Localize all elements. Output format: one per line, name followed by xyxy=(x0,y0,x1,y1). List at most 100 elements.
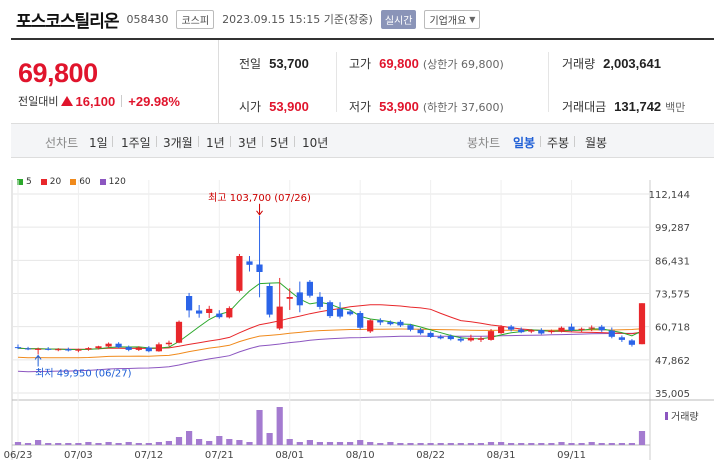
legend-swatch xyxy=(99,179,106,185)
candle-body xyxy=(447,336,454,340)
candle-body xyxy=(457,338,464,341)
candle-body xyxy=(578,328,585,330)
line-chart-label[interactable]: 선차트 xyxy=(45,136,79,150)
period-3m[interactable]: 3개월 xyxy=(163,136,193,150)
candle-body xyxy=(347,311,354,315)
company-info-dropdown[interactable]: 기업개요 ▼ xyxy=(424,9,481,29)
chart-legend: 5 20 60 120 xyxy=(17,177,126,187)
candle-body xyxy=(115,343,122,348)
volume-bar xyxy=(24,443,32,445)
ma120-line xyxy=(17,332,643,373)
candle-body xyxy=(508,326,515,330)
volume-bar xyxy=(45,443,52,445)
candle-weekly[interactable]: 주봉 xyxy=(547,136,570,150)
candle-body xyxy=(256,264,263,272)
chevron-down-icon: ▼ xyxy=(469,14,476,24)
stock-header: 포스코스틸리온 058430 코스피 2023.09.15 15:15 기준(장… xyxy=(16,6,481,32)
y-tick-label: 60,718 xyxy=(655,323,690,334)
high-price: 고가 69,800 (상한가 69,800) xyxy=(349,56,504,71)
legend-ma60: 60 xyxy=(70,177,91,187)
candle-body xyxy=(306,281,313,296)
candle-body xyxy=(155,344,162,352)
volume: 거래량 2,003,641 xyxy=(562,56,661,71)
volume-bar xyxy=(638,431,646,445)
candle-body xyxy=(326,302,334,317)
candle-body xyxy=(246,261,253,265)
period-1y[interactable]: 1년 xyxy=(206,136,225,150)
period-10y[interactable]: 10년 xyxy=(302,136,329,150)
candle-body xyxy=(558,327,565,332)
divider xyxy=(540,136,541,147)
candle-monthly[interactable]: 월봉 xyxy=(585,136,608,150)
volume-bar xyxy=(377,443,384,445)
volume-bar xyxy=(186,431,193,445)
candle-body xyxy=(598,326,605,331)
period-3y[interactable]: 3년 xyxy=(238,136,257,150)
y-tick-label: 99,287 xyxy=(655,223,690,234)
high-annotation: 최고 103,700 (07/26) xyxy=(208,192,311,204)
down-arrow-icon xyxy=(256,210,263,216)
candle-body xyxy=(276,306,283,329)
candle-body xyxy=(367,320,374,332)
x-tick-label: 07/12 xyxy=(134,450,163,461)
candle-body xyxy=(226,308,233,318)
candle-daily[interactable]: 일봉 xyxy=(513,136,536,150)
realtime-button[interactable]: 실시간 xyxy=(380,9,417,29)
divider xyxy=(574,136,575,147)
stock-code: 058430 xyxy=(126,12,169,26)
trade-amount: 거래대금 131,742 백만 xyxy=(562,99,686,114)
volume-bar xyxy=(417,443,424,445)
volume-bar xyxy=(175,437,183,445)
volume-bar xyxy=(276,407,283,445)
divider xyxy=(121,95,123,107)
x-tick-label: 08/31 xyxy=(487,450,516,461)
candle-chart-label[interactable]: 봉차트 xyxy=(467,136,501,150)
change-row: 전일대비 16,100 +29.98% xyxy=(18,93,180,109)
x-tick-label: 08/01 xyxy=(275,450,304,461)
volume-bar xyxy=(628,443,635,445)
low-annotation: 최저 49,950 (06/27) xyxy=(35,367,131,379)
volume-legend: 거래량 xyxy=(665,408,699,423)
volume-bar xyxy=(206,441,213,445)
candle-body xyxy=(65,349,72,351)
volume-bar xyxy=(407,443,414,445)
y-tick-label: 35,005 xyxy=(655,389,690,400)
period-5y[interactable]: 5년 xyxy=(270,136,289,150)
period-1d[interactable]: 1일 xyxy=(89,136,108,150)
candle-body xyxy=(498,326,505,334)
candle-body xyxy=(105,343,112,347)
volume-bar xyxy=(538,443,545,445)
volume-bar xyxy=(558,442,565,445)
volume-bar xyxy=(35,440,42,445)
period-1w[interactable]: 1주일 xyxy=(121,136,151,150)
candle-body xyxy=(538,330,545,334)
candle-body xyxy=(477,338,484,340)
volume-bar xyxy=(316,442,323,445)
candle-body xyxy=(14,347,22,349)
candle-body xyxy=(336,308,344,317)
candle-body xyxy=(35,348,42,350)
volume-bar xyxy=(326,442,334,445)
y-tick-label: 112,144 xyxy=(649,190,690,201)
candle-body xyxy=(628,340,635,345)
candle-body xyxy=(286,297,293,299)
divider xyxy=(198,136,199,147)
candle-body xyxy=(387,322,394,325)
volume-bar xyxy=(105,442,112,445)
candle-body xyxy=(45,348,52,350)
stock-chart[interactable]: 35,005 47,862 60,718 73,575 86,431 99,287 112,… xyxy=(0,160,714,463)
candle-body xyxy=(487,331,495,340)
divider xyxy=(548,52,549,112)
volume-bar xyxy=(588,442,595,445)
change-label: 전일대비 xyxy=(18,95,59,108)
candle-body xyxy=(608,330,615,337)
volume-bar xyxy=(306,440,313,445)
candle-body xyxy=(75,349,82,351)
open-price: 시가 53,900 xyxy=(239,99,309,114)
volume-bar xyxy=(528,443,535,445)
volume-bar xyxy=(548,443,555,445)
volume-bar xyxy=(447,443,454,445)
volume-bar xyxy=(226,439,233,445)
volume-bar xyxy=(457,443,464,445)
candle-body xyxy=(467,337,474,341)
